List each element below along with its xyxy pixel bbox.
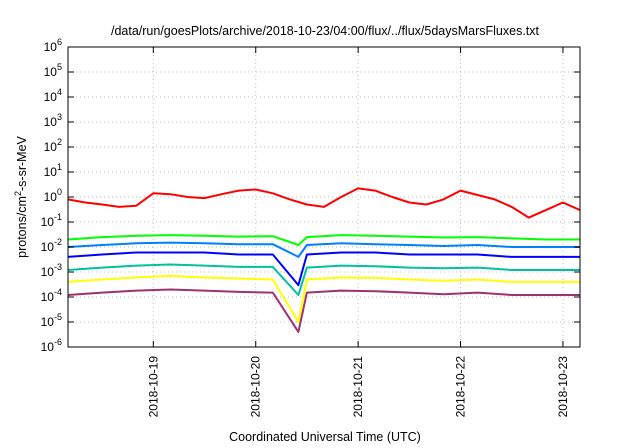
tick-marks xyxy=(68,46,580,348)
y-tick-label: 10-3 xyxy=(41,262,62,279)
x-axis-label: Coordinated Universal Time (UTC) xyxy=(229,430,421,444)
x-tick-label: 2018-10-20 xyxy=(249,356,263,418)
y-tick-label: 103 xyxy=(44,112,62,129)
y-tick-label: 100 xyxy=(44,187,62,204)
x-tick-label: 2018-10-22 xyxy=(454,356,468,418)
y-tick-labels: 10610510410310210110010-110-210-310-410-… xyxy=(41,37,62,354)
y-tick-base: 10 xyxy=(44,115,58,129)
y-tick-label: 101 xyxy=(44,162,62,179)
y-tick-label: 102 xyxy=(44,137,62,154)
y-tick-base: 10 xyxy=(44,190,58,204)
y-axis-label-exponent: 2 xyxy=(13,191,23,196)
series-line-2 xyxy=(67,234,580,246)
x-tick-label: 2018-10-19 xyxy=(146,356,160,418)
y-tick-exponent: 6 xyxy=(57,37,62,47)
y-tick-exponent: 4 xyxy=(57,87,62,97)
y-tick-exponent: 0 xyxy=(57,187,62,197)
y-tick-label: 10-6 xyxy=(41,337,62,354)
y-tick-exponent: -4 xyxy=(54,287,62,297)
y-axis-label-rest: -s-sr-MeV xyxy=(15,135,29,191)
series-line-1 xyxy=(67,187,581,219)
series-line-4 xyxy=(67,251,580,287)
y-tick-base: 10 xyxy=(41,315,55,329)
y-tick-exponent: -1 xyxy=(54,212,62,222)
y-tick-base: 10 xyxy=(44,40,58,54)
y-tick-exponent: -5 xyxy=(54,312,62,322)
y-tick-exponent: 2 xyxy=(57,137,62,147)
y-tick-label: 10-5 xyxy=(41,312,62,329)
series-line-6 xyxy=(67,274,580,323)
x-tick-label: 2018-10-21 xyxy=(351,356,365,418)
y-tick-label: 10-4 xyxy=(41,287,62,304)
y-tick-base: 10 xyxy=(44,165,58,179)
y-tick-exponent: -3 xyxy=(54,262,62,272)
y-axis-label: protons/cm2-s-sr-MeV xyxy=(13,135,29,257)
series-group xyxy=(67,187,581,333)
y-tick-label: 10-2 xyxy=(41,237,62,254)
y-tick-base: 10 xyxy=(41,290,55,304)
y-tick-exponent: -6 xyxy=(54,337,62,347)
grid-lines xyxy=(68,47,580,347)
x-tick-labels: 2018-10-19 2018-10-20 2018-10-21 2018-10-22… xyxy=(146,356,570,418)
y-tick-base: 10 xyxy=(41,265,55,279)
x-tick-label: 2018-10-23 xyxy=(556,356,570,418)
y-tick-label: 10-1 xyxy=(41,212,62,229)
y-tick-exponent: 3 xyxy=(57,112,62,122)
y-tick-label: 104 xyxy=(44,87,62,104)
series-line-5 xyxy=(67,263,580,296)
chart-title: /data/run/goesPlots/archive/2018-10-23/0… xyxy=(111,24,540,38)
series-line-7 xyxy=(67,288,580,333)
series-line-3 xyxy=(67,241,580,258)
y-tick-base: 10 xyxy=(41,240,55,254)
y-tick-base: 10 xyxy=(44,140,58,154)
y-tick-exponent: 1 xyxy=(57,162,62,172)
y-tick-label: 105 xyxy=(44,62,62,79)
y-tick-exponent: -2 xyxy=(54,237,62,247)
y-tick-base: 10 xyxy=(41,340,55,354)
y-tick-base: 10 xyxy=(44,90,58,104)
y-tick-exponent: 5 xyxy=(57,62,62,72)
y-tick-base: 10 xyxy=(41,215,55,229)
y-tick-label: 106 xyxy=(44,37,62,54)
y-axis-label-base: protons/cm xyxy=(15,196,29,258)
y-tick-base: 10 xyxy=(44,65,58,79)
